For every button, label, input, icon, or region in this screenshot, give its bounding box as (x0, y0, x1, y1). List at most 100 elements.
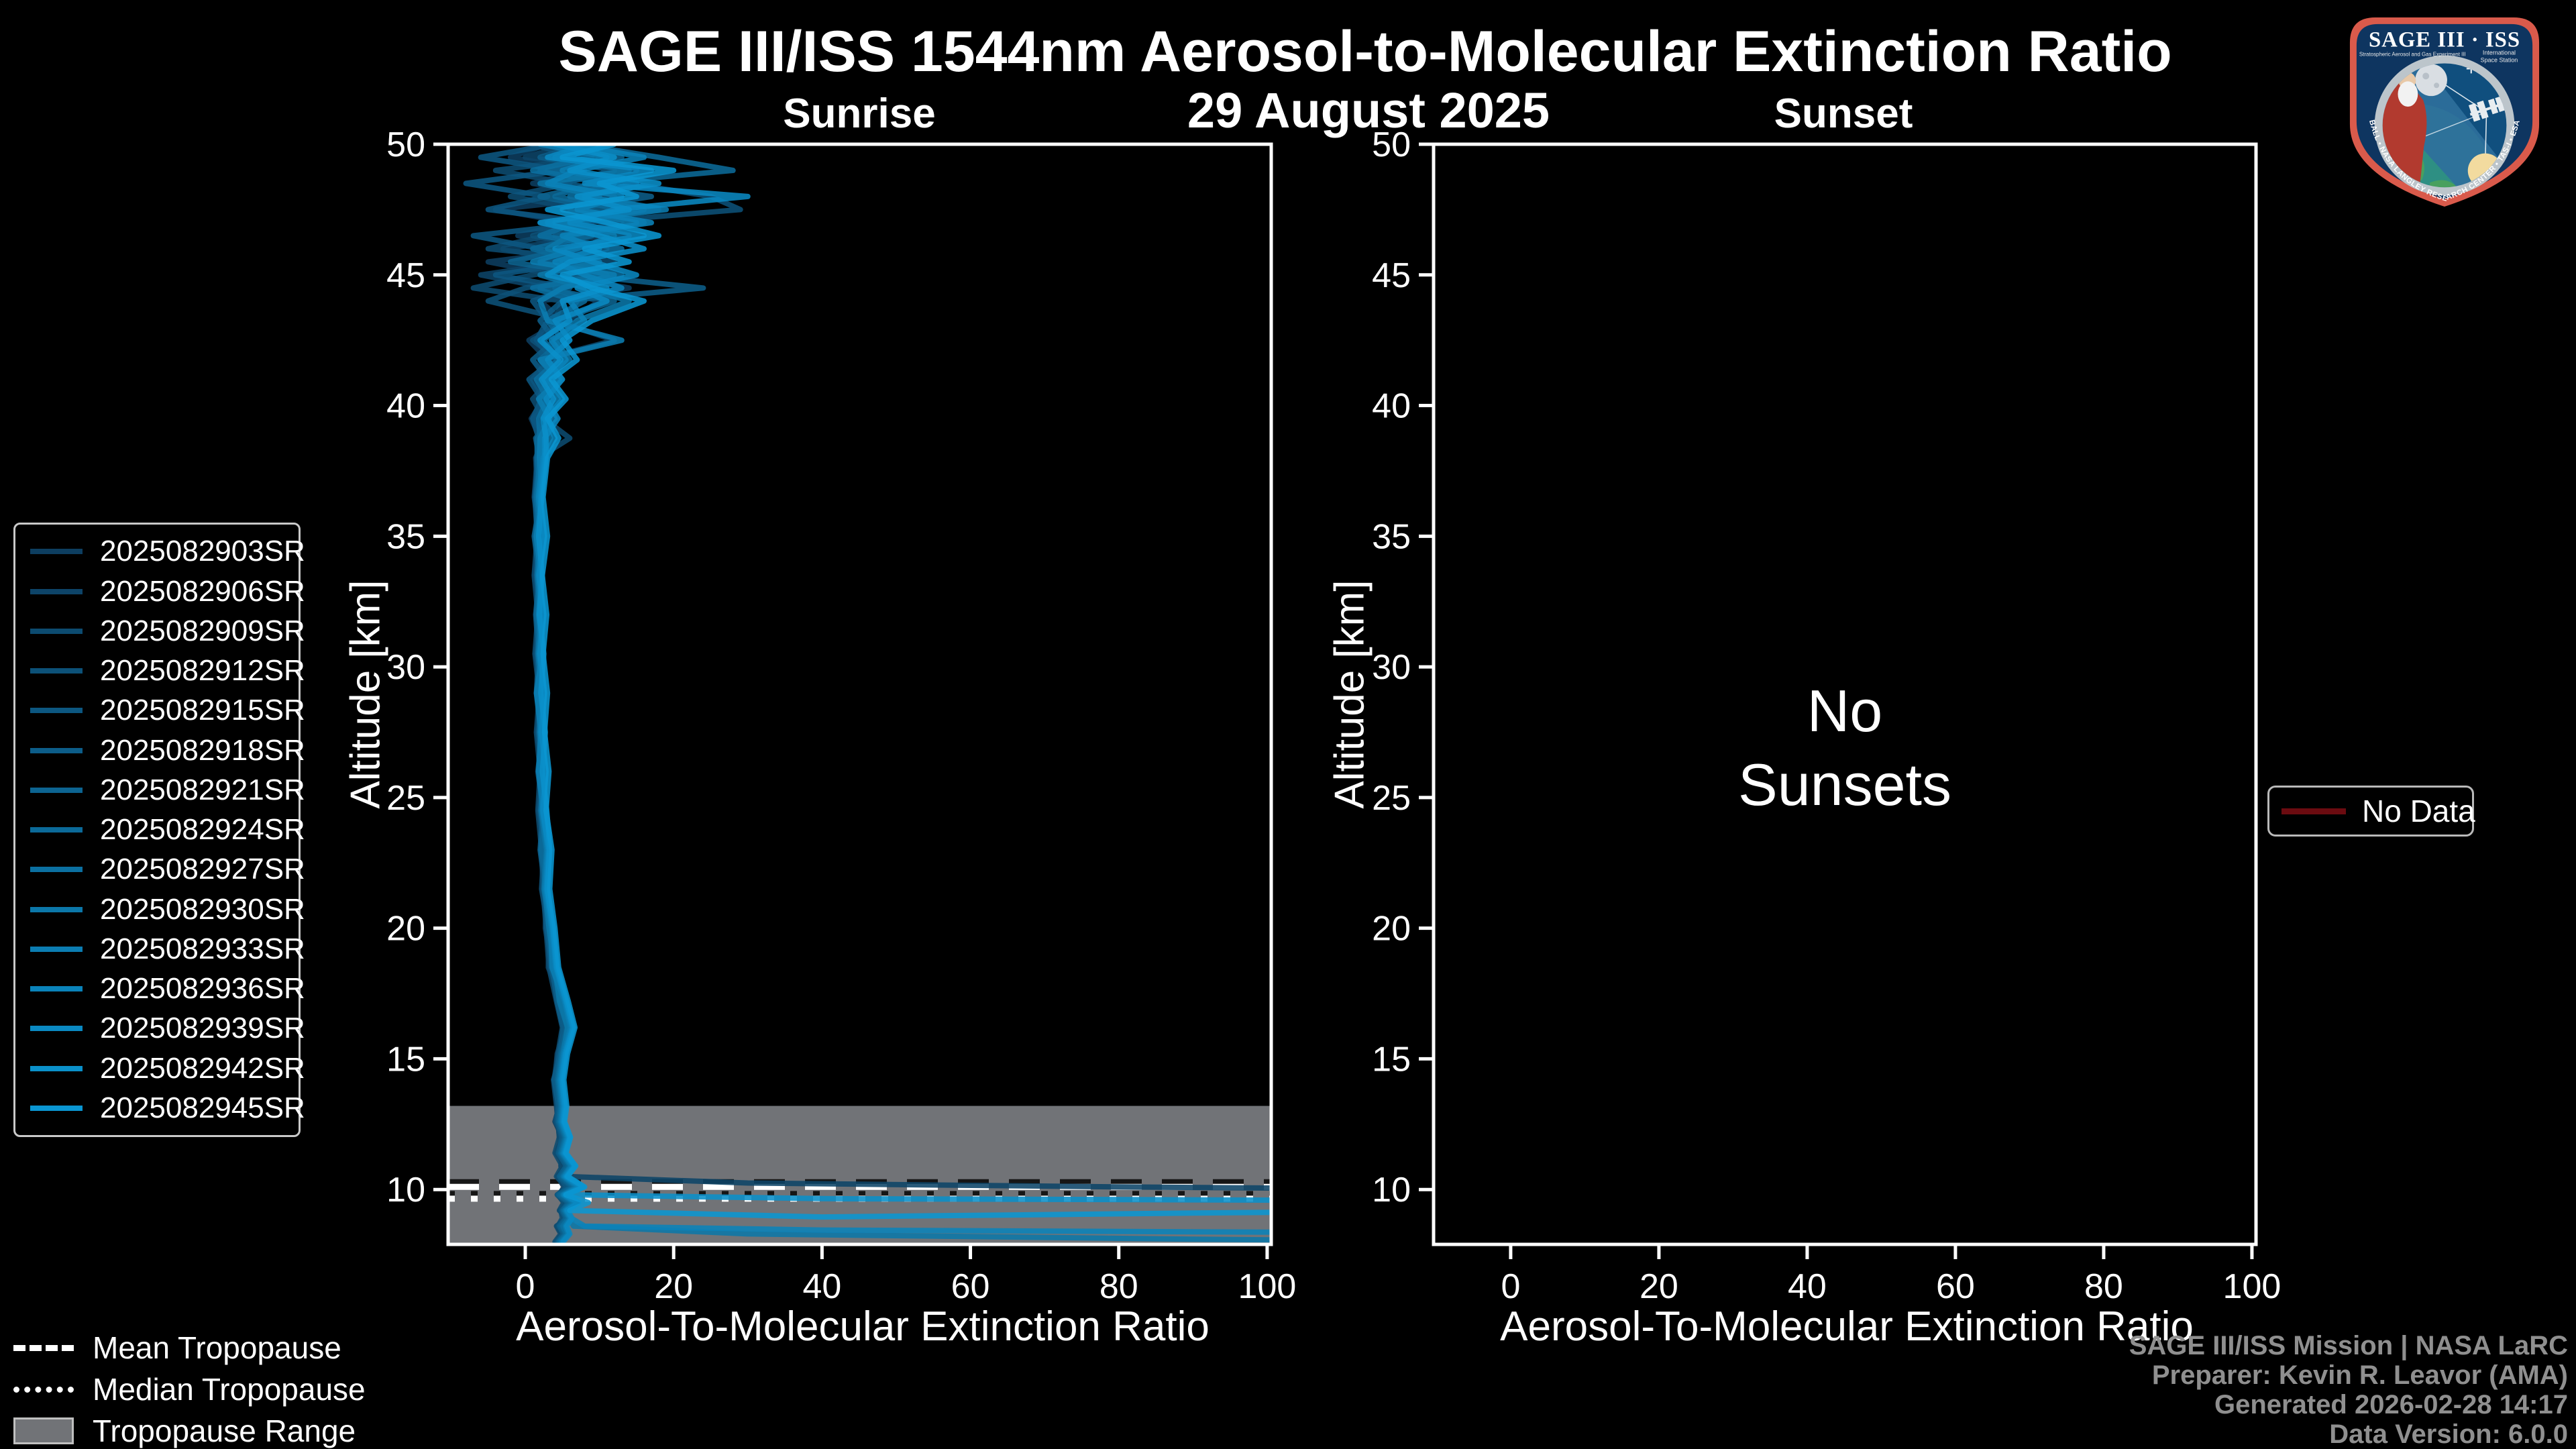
x-tick-label: 100 (1238, 1267, 1297, 1306)
profile-2025082936SR (535, 144, 1271, 1235)
profile-2025082945SR (539, 144, 1271, 1220)
y-axis-label-sunrise: Altitude [km] (342, 580, 389, 809)
legend-series-row: 2025082906SR (15, 575, 305, 608)
series-line-swatch (30, 1026, 83, 1032)
y-tick-label: 15 (386, 1040, 425, 1079)
series-label: 2025082936SR (100, 972, 305, 1005)
legend-series-row: 2025082912SR (15, 654, 305, 688)
x-tick-label: 20 (1640, 1267, 1678, 1306)
legend-series-row: 2025082933SR (15, 932, 305, 966)
logo-moon-crater-2 (2434, 83, 2440, 89)
legend-series-row: 2025082930SR (15, 893, 305, 926)
panel-title-sunrise: Sunrise (783, 91, 936, 137)
y-tick-label: 10 (1372, 1171, 1411, 1210)
y-tick-label: 35 (386, 517, 425, 556)
tropopause-legend: Mean Tropopause Median Tropopause Tropop… (13, 1330, 366, 1448)
profile-2025082942SR (535, 144, 1271, 1203)
logo-subtitle-right-1: International (2483, 50, 2516, 56)
y-tick-label: 45 (1372, 256, 1411, 295)
y-tick-label: 50 (386, 125, 425, 164)
legend-label: Mean Tropopause (93, 1330, 341, 1365)
series-label: 2025082939SR (100, 1012, 305, 1045)
series-line-swatch (30, 708, 83, 714)
legend-series-row: 2025082945SR (15, 1091, 305, 1125)
legend-row-mean-tropopause: Mean Tropopause (13, 1330, 366, 1365)
attribution-preparer: Preparer: Kevin R. Leavor (AMA) (2151, 1360, 2568, 1390)
logo-subtitle-right-2: Space Station (2481, 56, 2518, 63)
series-label: 2025082909SR (100, 614, 305, 647)
x-tick-label: 0 (516, 1267, 535, 1306)
series-line-swatch (30, 628, 83, 634)
attribution-version: Data Version: 6.0.0 (2329, 1419, 2568, 1449)
y-tick-label: 30 (1372, 648, 1411, 687)
series-legend: 2025082903SR 2025082906SR 2025082909SR 2025… (13, 523, 305, 1137)
legend-series-row: 2025082936SR (15, 972, 305, 1006)
series-label: 2025082912SR (100, 654, 305, 687)
legend-series-row: 2025082915SR (15, 694, 305, 727)
logo-figure-beard (2398, 81, 2418, 107)
x-axis-label-sunrise: Aerosol-To-Molecular Extinction Ratio (516, 1303, 1210, 1350)
y-tick-label: 10 (386, 1171, 425, 1210)
logo-ring (2374, 55, 2515, 196)
axes-spines (1432, 142, 2258, 1246)
no-data-label: No Data (2362, 794, 2475, 828)
legend-series-row: 2025082921SR (15, 773, 305, 807)
y-tick-label: 40 (1372, 387, 1411, 426)
series-label: 2025082906SR (100, 574, 305, 608)
attribution-block: SAGE III/ISS Mission | NASA LaRC Prepare… (2129, 1331, 2568, 1449)
logo-subtitle-left: Stratospheric Aerosol and Gas Experiment… (2359, 52, 2466, 58)
y-tick-label: 20 (1372, 910, 1411, 949)
y-tick-label: 20 (386, 910, 425, 949)
y-tick-label: 50 (1372, 125, 1411, 164)
panel-title-sunset: Sunset (1774, 91, 1913, 137)
dashed-line-swatch (13, 1344, 74, 1351)
series-line-swatch (30, 906, 83, 912)
legend-row-tropopause-range: Tropopause Range (13, 1413, 366, 1448)
dotted-line-swatch (13, 1386, 74, 1393)
series-line-swatch (30, 787, 83, 793)
series-line-swatch (30, 867, 83, 873)
y-tick-label: 15 (1372, 1040, 1411, 1079)
x-tick-label: 40 (802, 1267, 841, 1306)
series-label: 2025082924SR (100, 813, 305, 846)
x-tick-label: 60 (951, 1267, 990, 1306)
logo-moon-crater (2422, 72, 2430, 80)
series-line-swatch (30, 668, 83, 674)
x-tick-label: 0 (1501, 1267, 1520, 1306)
legend-series-row: 2025082942SR (15, 1052, 305, 1085)
sage-iss-logo: SAGE III · ISS Stratospheric Aerosol and… (2349, 17, 2540, 207)
plot-area-sunrise (448, 144, 1271, 1244)
no-data-line-swatch (2282, 808, 2346, 814)
series-label: 2025082915SR (100, 694, 305, 727)
legend-series-row: 2025082918SR (15, 734, 305, 767)
y-tick-label: 40 (386, 387, 425, 426)
series-label: 2025082927SR (100, 853, 305, 886)
series-label: 2025082930SR (100, 892, 305, 926)
profile-2025082930SR (535, 144, 1271, 1243)
series-line-swatch (30, 747, 83, 753)
legend-series-row: 2025082903SR (15, 535, 305, 568)
series-label: 2025082942SR (100, 1051, 305, 1085)
legend-series-row: 2025082909SR (15, 614, 305, 648)
legend-series-row: 2025082924SR (15, 813, 305, 847)
y-tick-label: 45 (386, 256, 425, 295)
x-axis-label-sunset: Aerosol-To-Molecular Extinction Ratio (1500, 1303, 2194, 1350)
figure-date: 29 August 2025 (1187, 83, 1550, 138)
y-axis-label-sunset: Altitude [km] (1326, 580, 1373, 809)
series-label: 2025082945SR (100, 1091, 305, 1124)
series-label: 2025082933SR (100, 932, 305, 965)
legend-row-median-tropopause: Median Tropopause (13, 1372, 366, 1407)
logo-title: SAGE III · ISS (2369, 28, 2520, 52)
y-tick-label: 25 (1372, 779, 1411, 818)
x-tick-label: 80 (1099, 1267, 1138, 1306)
legend-series-row: 2025082927SR (15, 853, 305, 886)
y-tick-label: 35 (1372, 517, 1411, 556)
series-label: 2025082903SR (100, 535, 305, 568)
series-line-swatch (30, 1105, 83, 1111)
logo-continent-2 (2430, 180, 2457, 188)
series-line-swatch (30, 946, 83, 952)
no-sunsets-annotation: No Sunsets (1738, 678, 1951, 818)
x-tick-label: 60 (1936, 1267, 1975, 1306)
attribution-mission: SAGE III/ISS Mission | NASA LaRC (2129, 1331, 2568, 1360)
